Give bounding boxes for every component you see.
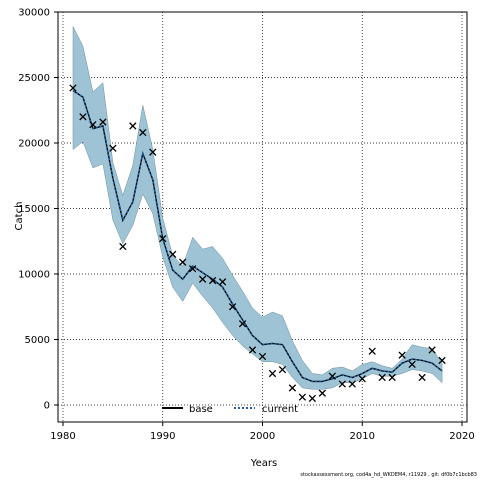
observed-point (149, 148, 157, 156)
observed-point (99, 118, 107, 126)
observed-point (119, 242, 127, 251)
observed-point (288, 384, 297, 392)
observed-point (438, 356, 446, 365)
y-tick-label: 30000 (18, 8, 50, 19)
observed-point (179, 258, 187, 266)
observed-point (69, 84, 77, 92)
series-line-current (72, 89, 443, 383)
observed-point (338, 380, 346, 388)
observed-point (139, 128, 147, 137)
y-axis: 0 5000 10000 15000 20000 25000 30000 (18, 8, 58, 411)
observed-point (418, 373, 426, 382)
observed-point (248, 346, 257, 354)
observed-point (358, 375, 366, 383)
observed-points (69, 84, 446, 403)
y-tick-label: 10000 (18, 269, 50, 280)
y-tick-label: 25000 (18, 73, 50, 84)
observed-point (378, 373, 386, 382)
observed-point (189, 265, 197, 273)
observed-point (318, 389, 327, 397)
observed-point (129, 122, 137, 130)
x-tick-label: 1980 (50, 431, 75, 442)
observed-point (228, 303, 237, 311)
observed-point (238, 320, 247, 328)
observed-point (109, 144, 117, 152)
observed-point (79, 113, 87, 121)
x-axis: 1980 1990 2000 2010 2020 (50, 422, 475, 442)
observed-point (328, 372, 336, 380)
y-axis-label: Catch (14, 202, 25, 231)
observed-point (298, 393, 307, 401)
observed-point (258, 352, 267, 361)
observed-point (408, 360, 416, 369)
legend-label-base: base (189, 404, 213, 415)
x-tick-label: 1990 (150, 431, 175, 442)
x-axis-label: Years (250, 458, 277, 469)
y-tick-label: 0 (44, 400, 50, 411)
confidence-band (72, 26, 443, 390)
observed-point (368, 347, 376, 355)
observed-point (398, 351, 406, 359)
observed-point (198, 275, 207, 283)
y-tick-label: 20000 (18, 138, 50, 149)
observed-point (348, 380, 356, 388)
observed-point (308, 394, 317, 403)
legend-label-current: current (262, 404, 298, 415)
observed-point (268, 369, 277, 378)
x-tick-label: 2000 (250, 431, 275, 442)
y-tick-label: 15000 (18, 204, 50, 215)
x-tick-label: 2020 (449, 431, 474, 442)
observed-point (208, 276, 217, 285)
y-tick-label: 5000 (25, 335, 50, 346)
observed-point (159, 234, 167, 243)
observed-point (218, 278, 227, 286)
observed-point (428, 346, 436, 354)
footer-credit: stockassessment.org, cod4a_hd_WKDEM4, r1… (300, 472, 477, 478)
x-tick-label: 2010 (350, 431, 375, 442)
observed-point (278, 365, 287, 374)
legend: base current (162, 404, 298, 415)
observed-point (169, 250, 177, 258)
observed-point (89, 120, 97, 129)
observed-point (388, 373, 396, 382)
